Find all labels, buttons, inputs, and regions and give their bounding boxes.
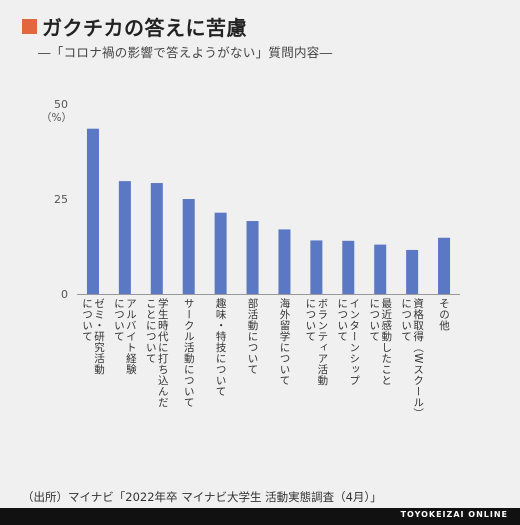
bar-1 bbox=[118, 181, 131, 294]
x-tick-label-3: サークル活動について bbox=[182, 298, 195, 408]
x-tick-label-6: 海外留学について bbox=[278, 298, 291, 386]
x-tick-label-11: その他 bbox=[438, 298, 451, 331]
x-tick-label-9: 最近感動したこと について bbox=[368, 298, 393, 386]
bar-6 bbox=[278, 229, 291, 294]
chart-subtitle: ―「コロナ禍の影響で答えようがない」質問内容― bbox=[38, 45, 333, 60]
footer-bar: TOYOKEIZAI ONLINE bbox=[0, 508, 520, 525]
source-note: （出所）マイナビ「2022年卒 マイナビ大学生 活動実態調査（4月）」 bbox=[22, 490, 382, 504]
x-tick-label-8: インターンシップ について bbox=[336, 298, 361, 386]
bar-7 bbox=[310, 240, 323, 294]
bar-0 bbox=[86, 128, 99, 294]
bar-4 bbox=[214, 212, 227, 294]
title-row: ガクチカの答えに苦慮 bbox=[22, 12, 247, 41]
title-square-icon bbox=[22, 19, 37, 34]
y-tick-label-2: 50 bbox=[54, 98, 68, 111]
x-tick-label-4: 趣味・特技について bbox=[214, 298, 227, 397]
y-tick-label-0: 0 bbox=[61, 288, 68, 300]
x-tick-label-10: 資格取得（Wスクール） について bbox=[400, 298, 425, 419]
y-axis-unit: （%） bbox=[41, 112, 72, 124]
bar-8 bbox=[342, 240, 355, 294]
bar-9 bbox=[374, 244, 387, 294]
x-tick-label-7: ボランティア活動 について bbox=[304, 298, 329, 386]
bar-10 bbox=[406, 249, 419, 294]
y-tick-label-1: 25 bbox=[54, 193, 68, 206]
brand-logo: TOYOKEIZAI ONLINE bbox=[400, 510, 508, 519]
x-tick-label-0: ゼミ・研究活動 について bbox=[80, 298, 105, 375]
bar-5 bbox=[246, 221, 259, 294]
bar-2 bbox=[150, 183, 163, 294]
bar-3 bbox=[182, 199, 195, 294]
chart-title: ガクチカの答えに苦慮 bbox=[42, 16, 247, 40]
x-tick-label-5: 部活動について bbox=[246, 298, 259, 375]
x-tick-label-1: アルバイト経験 について bbox=[112, 298, 137, 375]
bar-chart: 0 25 50（%） bbox=[41, 98, 460, 300]
bar-11 bbox=[438, 237, 451, 294]
x-tick-label-2: 学生時代に打ち込んだ ことについて bbox=[144, 298, 169, 408]
